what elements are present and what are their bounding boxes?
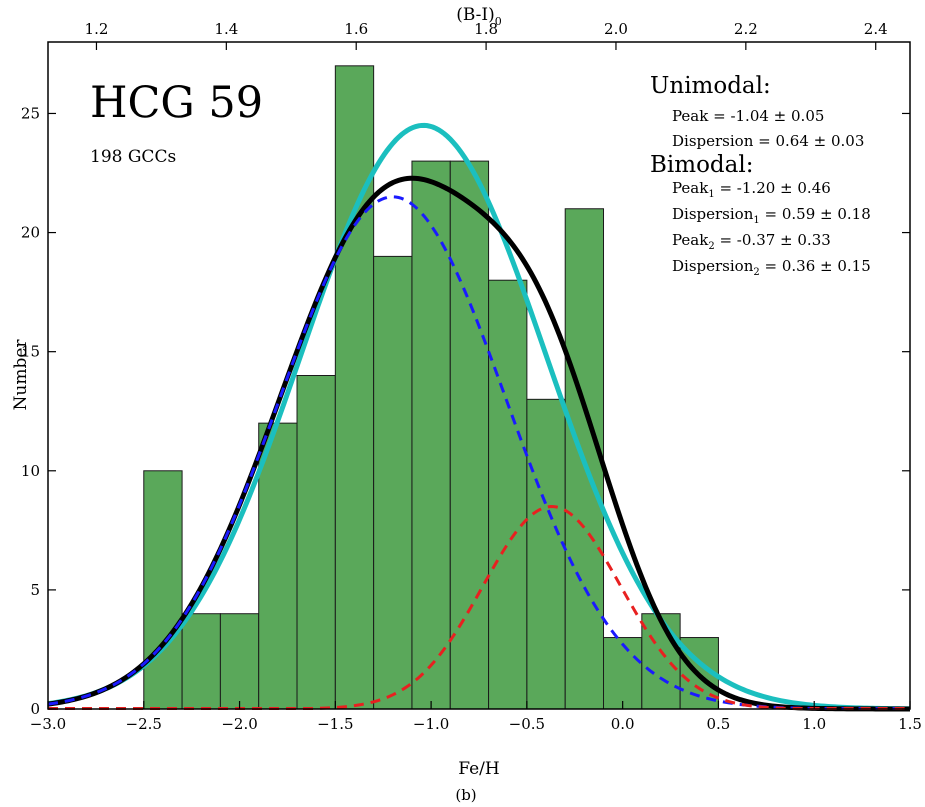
y-tick-label: 5	[30, 581, 40, 599]
top-tick-label: 1.6	[344, 20, 368, 38]
y-tick-label: 15	[21, 343, 40, 361]
histogram-bar	[373, 255, 413, 710]
unimodal-peak-label: Peak =	[672, 107, 730, 125]
bimodal-peak1-label: Peak	[672, 179, 709, 197]
unimodal-dispersion-value: 0.64 ± 0.03	[775, 132, 864, 150]
top-axis-label: (B-I)0	[456, 5, 502, 28]
histogram-bar	[258, 422, 298, 710]
histogram-bars	[143, 65, 719, 710]
top-tick-label: 2.2	[734, 20, 758, 38]
unimodal-peak-value: -1.04 ± 0.05	[730, 107, 824, 125]
x-tick-label: 1.0	[802, 715, 826, 733]
fit-curves	[47, 122, 911, 712]
histogram-bar	[181, 613, 221, 710]
bimodal-peak2: Peak2 = -0.37 ± 0.33	[672, 231, 831, 252]
x-tick-label: −0.5	[509, 715, 545, 733]
bimodal-peak1-value: = -1.20 ± 0.46	[715, 179, 831, 197]
histogram-bar	[641, 613, 681, 710]
bimodal-dispersion2-sub: 2	[753, 267, 759, 278]
histogram-bar	[603, 637, 643, 710]
unimodal-dispersion-label: Dispersion =	[672, 132, 775, 150]
y-axis-label: Number	[11, 339, 31, 411]
bimodal-peak2-sub: 2	[708, 241, 714, 252]
top-tick-label: 1.8	[474, 20, 498, 38]
bimodal-header: Bimodal:	[650, 152, 753, 178]
cyan-solid-curve	[47, 122, 911, 712]
black-solid-curve	[47, 175, 911, 712]
bimodal-dispersion1-value: = 0.59 ± 0.18	[760, 205, 871, 223]
bimodal-peak1-sub: 1	[708, 189, 714, 200]
unimodal-header: Unimodal:	[650, 73, 771, 99]
bimodal-dispersion1-label: Dispersion	[672, 205, 754, 223]
x-tick-label: 0.0	[611, 715, 635, 733]
histogram-bar	[334, 65, 375, 710]
bimodal-peak1: Peak1 = -1.20 ± 0.46	[672, 179, 831, 200]
y-tick-label: 25	[21, 104, 40, 122]
unimodal-dispersion: Dispersion = 0.64 ± 0.03	[672, 132, 864, 150]
x-tick-label: −2.0	[221, 715, 257, 733]
histogram-bar	[526, 398, 566, 710]
top-axis-label-subscript: 0	[495, 15, 502, 28]
bimodal-peak2-value: = -0.37 ± 0.33	[715, 231, 831, 249]
bimodal-dispersion1-sub: 1	[753, 215, 759, 226]
histogram-bar	[449, 160, 490, 710]
x-tick-label: 1.5	[898, 715, 922, 733]
bimodal-peak2-label: Peak	[672, 231, 709, 249]
top-tick-label: 1.2	[85, 20, 109, 38]
top-tick-label: 2.4	[864, 20, 888, 38]
bimodal-dispersion2-label: Dispersion	[672, 257, 754, 275]
x-tick-label: −1.5	[317, 715, 353, 733]
bimodal-dispersion1: Dispersion1 = 0.59 ± 0.18	[672, 205, 871, 226]
x-tick-label: −3.0	[30, 715, 66, 733]
x-axis-label: Fe/H	[458, 759, 499, 779]
top-tick-label: 1.4	[214, 20, 238, 38]
figure-caption: (b)	[455, 786, 476, 804]
unimodal-peak: Peak = -1.04 ± 0.05	[672, 107, 824, 125]
chart-title: HCG 59	[90, 78, 263, 128]
histogram-bar	[488, 279, 528, 710]
plot-frame	[47, 41, 911, 710]
y-tick-label: 20	[21, 224, 40, 242]
chart-subtitle: 198 GCCs	[90, 147, 176, 167]
x-tick-label: −2.5	[126, 715, 162, 733]
histogram-bar	[411, 160, 451, 710]
histogram-bar	[143, 470, 183, 710]
top-tick-label: 2.0	[604, 20, 628, 38]
bimodal-dispersion2-value: = 0.36 ± 0.15	[760, 257, 871, 275]
top-axis-label-main: (B-I)	[456, 5, 495, 25]
x-tick-label: −1.0	[413, 715, 449, 733]
bimodal-dispersion2: Dispersion2 = 0.36 ± 0.15	[672, 257, 871, 278]
axis-ticks: −3.0 −2.5 −2.0 −1.5 −1.0 −0.5 0.0 0.5 1.0 1.50510…	[21, 20, 922, 733]
y-tick-label: 10	[21, 462, 40, 480]
histogram-bar	[296, 375, 336, 710]
x-tick-label: 0.5	[707, 715, 731, 733]
histogram-bar	[219, 613, 260, 710]
y-tick-label: 0	[30, 700, 40, 718]
